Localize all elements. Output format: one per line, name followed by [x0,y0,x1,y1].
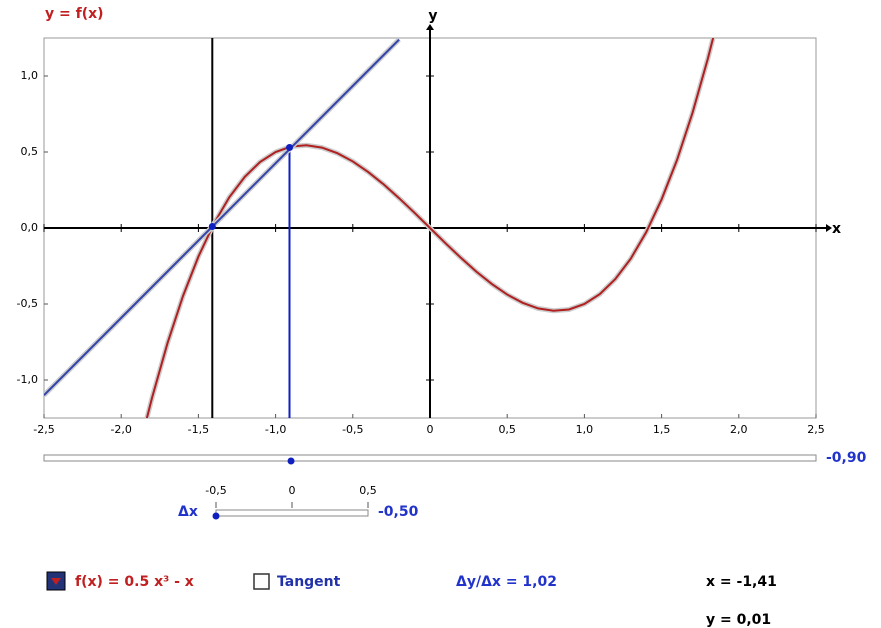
x-tick-label: 0,5 [498,423,516,436]
dx-slider-knob[interactable] [212,512,220,520]
plot-clip [44,38,716,418]
dx-tick-label: 0,5 [359,484,377,497]
y-axis-arrow [426,24,434,30]
checkbox-tangent[interactable] [253,573,270,590]
function-curve [145,38,715,418]
slope-readout: Δy/Δx = 1,02 [456,574,557,590]
y-tick-label: 0,0 [21,221,39,234]
x-slider-value: -0,90 [826,450,867,466]
checkbox-mark [51,578,61,585]
x-tick-label: -1,5 [188,423,209,436]
legend-tangent: Tangent [277,574,341,590]
x-tick-label: -1,0 [265,423,286,436]
x-tick-label: 1,0 [576,423,594,436]
x-tick-label: 2,0 [730,423,748,436]
x-slider-track[interactable] [43,454,817,462]
x-tick-label: 0 [427,423,434,436]
x-tick-label: -2,0 [110,423,131,436]
dx-slider-track[interactable] [215,509,369,517]
point [208,222,216,230]
dx-tick-label: -0,5 [205,484,226,497]
y-readout: y = 0,01 [706,612,771,628]
x-tick-label: 2,5 [807,423,825,436]
y-axis-label: y [428,8,437,24]
x-tick-label: -2,5 [33,423,54,436]
x-axis-label: x [832,221,841,237]
dx-slider-value: -0,50 [378,504,419,520]
y-tick-label: -0,5 [17,297,38,310]
dx-tick-label: 0 [289,484,296,497]
x-axis-arrow [826,224,832,232]
dx-slider-name: Δx [178,504,198,520]
y-tick-label: 1,0 [21,69,39,82]
point [285,143,293,151]
y-tick-label: 0,5 [21,145,39,158]
tangent-line [44,38,400,396]
y-tick-label: -1,0 [17,373,38,386]
chart-title: y = f(x) [45,6,104,22]
x-readout: x = -1,41 [706,574,777,590]
x-slider-knob[interactable] [287,457,295,465]
x-tick-label: -0,5 [342,423,363,436]
x-tick-label: 1,5 [653,423,671,436]
legend-function: f(x) = 0.5 x³ - x [75,574,194,590]
